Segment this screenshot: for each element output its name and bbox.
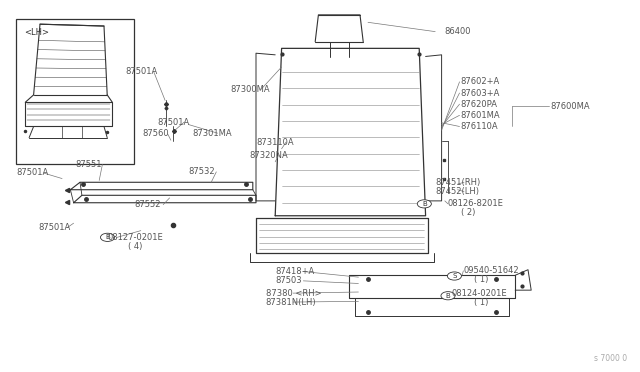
Text: 876110A: 876110A xyxy=(461,122,499,131)
Text: 87503: 87503 xyxy=(275,276,302,285)
Text: ( 1): ( 1) xyxy=(474,298,488,307)
Text: 87600MA: 87600MA xyxy=(550,102,590,110)
Circle shape xyxy=(100,233,115,241)
Bar xyxy=(16,19,134,164)
Text: 87501A: 87501A xyxy=(38,223,70,232)
Text: B: B xyxy=(445,293,451,299)
Text: 873110A: 873110A xyxy=(256,138,294,147)
Text: 87552: 87552 xyxy=(134,200,161,209)
Text: 87320NA: 87320NA xyxy=(250,151,289,160)
Text: 87532: 87532 xyxy=(189,167,216,176)
Text: 08127-0201E: 08127-0201E xyxy=(108,233,163,242)
Text: 87300MA: 87300MA xyxy=(230,85,270,94)
Text: 87418+A: 87418+A xyxy=(275,267,314,276)
Text: 87603+A: 87603+A xyxy=(461,89,500,97)
Circle shape xyxy=(441,292,455,300)
Text: 87560: 87560 xyxy=(142,129,169,138)
Text: B: B xyxy=(105,234,110,240)
Text: 87602+A: 87602+A xyxy=(461,77,500,86)
Text: 87501A: 87501A xyxy=(125,67,157,76)
Text: 08126-8201E: 08126-8201E xyxy=(448,199,504,208)
Circle shape xyxy=(417,200,431,208)
Text: 87501A: 87501A xyxy=(16,169,48,177)
Text: 87452(LH): 87452(LH) xyxy=(435,187,479,196)
Text: <LH>: <LH> xyxy=(24,28,49,37)
Text: B: B xyxy=(422,201,427,207)
Text: ( 4): ( 4) xyxy=(128,242,142,251)
Text: 87551: 87551 xyxy=(76,160,102,169)
Text: S: S xyxy=(452,273,456,279)
Text: 87620PA: 87620PA xyxy=(461,100,498,109)
Text: ( 1): ( 1) xyxy=(474,275,488,284)
Text: s 7000 0: s 7000 0 xyxy=(594,354,627,363)
Text: 09540-51642: 09540-51642 xyxy=(463,266,519,275)
Text: 87380 <RH>: 87380 <RH> xyxy=(266,289,321,298)
Circle shape xyxy=(447,272,461,280)
Text: 87451(RH): 87451(RH) xyxy=(435,178,481,187)
Text: 87501A: 87501A xyxy=(157,118,189,126)
Text: 86400: 86400 xyxy=(445,27,471,36)
Text: 87601MA: 87601MA xyxy=(461,111,500,120)
Text: 08124-0201E: 08124-0201E xyxy=(452,289,508,298)
Text: 87381N(LH): 87381N(LH) xyxy=(266,298,316,307)
Text: ( 2): ( 2) xyxy=(461,208,475,217)
Text: 87301MA: 87301MA xyxy=(192,129,232,138)
